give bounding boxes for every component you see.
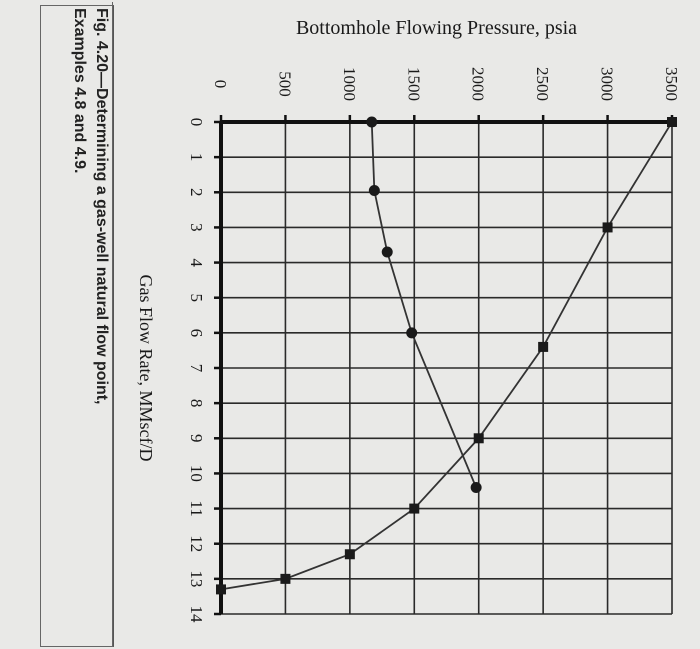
flow-axis-title: Gas Flow Rate, MMscf/D [136,275,156,462]
circle-marker [368,185,380,197]
tick-label-flow: 6 [187,329,206,338]
circle-marker [406,327,418,339]
tick-label-flow: 0 [187,118,206,127]
square-marker [216,584,226,595]
square-marker [538,341,549,352]
tick-label-pressure: 3000 [598,67,617,101]
tick-label-pressure: 1500 [404,67,423,101]
square-marker [409,503,420,514]
tick-label-flow: 14 [187,606,206,624]
tick-label-flow: 12 [187,535,206,552]
square-marker [344,549,355,560]
tick-label-flow: 5 [187,293,206,302]
tick-label-flow: 2 [187,188,206,197]
square-marker [667,117,677,127]
tick-label-flow: 8 [187,399,206,408]
tick-label-pressure: 500 [275,71,294,97]
tick-label-flow: 1 [187,153,206,162]
circle-marker [381,246,393,258]
square-marker [280,573,291,584]
tick-label-flow: 13 [187,570,206,587]
square-marker [602,222,613,233]
pressure-axis-title: Bottomhole Flowing Pressure, psia [296,17,577,39]
tick-label-pressure: 2500 [533,67,552,101]
tick-label-pressure: 1000 [340,67,359,101]
tick-label-pressure: 0 [211,80,230,89]
caption-box [40,5,114,647]
square-marker [473,433,484,444]
tick-label-flow: 11 [187,500,206,516]
tick-label-flow: 10 [187,465,206,482]
tick-label-pressure: 3500 [662,67,681,101]
circle-marker [470,481,482,493]
tick-label-flow: 3 [187,223,206,232]
plot-frame [112,2,698,647]
tick-label-flow: 4 [187,258,206,267]
tubing-curve [370,121,477,488]
circle-marker [366,116,378,128]
tick-label-flow: 7 [187,364,206,373]
tick-label-pressure: 2000 [469,67,488,101]
tick-label-flow: 9 [187,434,206,443]
ipr-curve [220,121,673,591]
